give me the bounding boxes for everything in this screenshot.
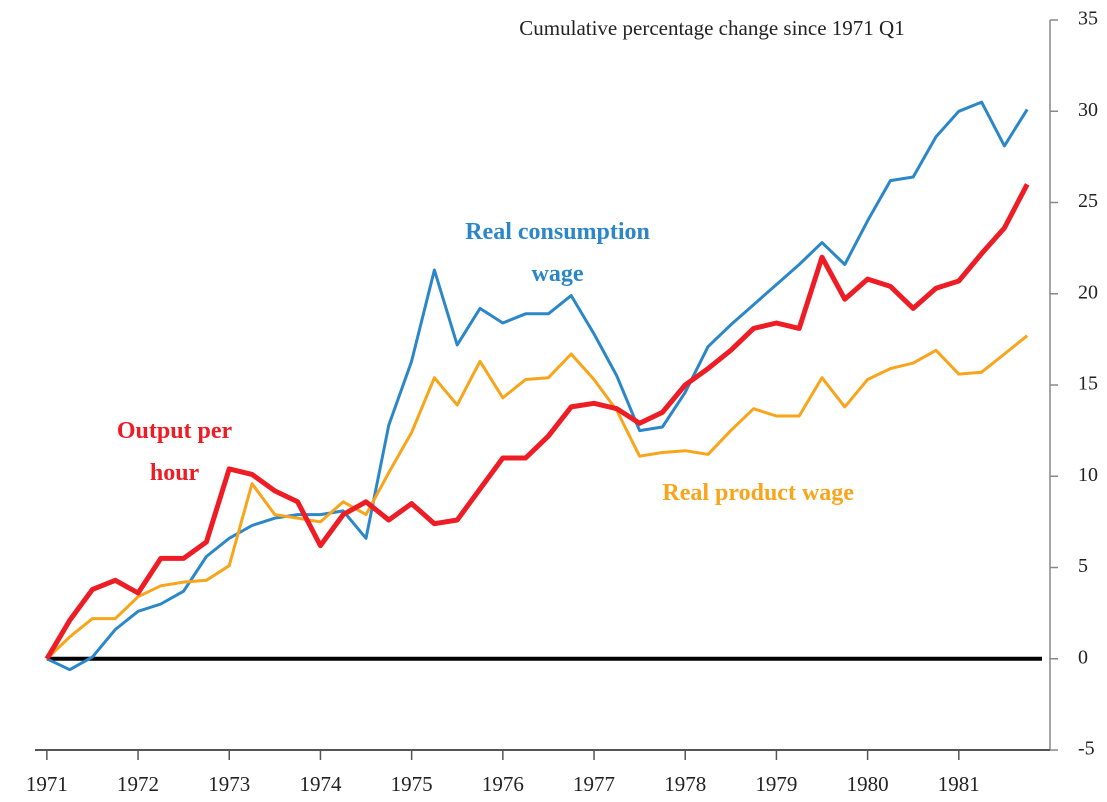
x-tick-label: 1978 [664, 772, 706, 796]
y-tick-label: -5 [1078, 738, 1095, 760]
y-tick-label: 5 [1078, 555, 1088, 577]
x-tick-label: 1975 [391, 772, 433, 796]
annotation: Real consumption [465, 219, 650, 245]
y-tick-label: 35 [1078, 8, 1098, 30]
annotation: Output per [117, 418, 233, 444]
y-tick-label: 10 [1078, 464, 1098, 486]
x-tick-label: 1980 [847, 772, 889, 796]
series-line [45, 334, 1029, 660]
x-tick-label: 1977 [573, 772, 615, 796]
x-tick-label: 1979 [755, 772, 797, 796]
x-tick-label: 1976 [482, 772, 524, 796]
y-tick-label: 20 [1078, 281, 1098, 303]
y-tick-label: 15 [1078, 373, 1098, 395]
annotation: hour [150, 460, 200, 486]
x-tick-label: 1973 [208, 772, 250, 796]
y-tick-label: 30 [1078, 99, 1098, 121]
x-tick-label: 1972 [117, 772, 159, 796]
y-tick-label: 0 [1078, 646, 1088, 668]
series-line [44, 183, 1030, 661]
series-line [46, 100, 1029, 672]
x-tick-label: 1981 [938, 772, 980, 796]
chart-title: Cumulative percentage change since 1971 … [519, 16, 904, 40]
x-tick-label: 1971 [26, 772, 68, 796]
annotation: Real product wage [662, 480, 854, 506]
x-tick-label: 1974 [299, 772, 342, 796]
annotation: wage [532, 261, 584, 287]
y-tick-label: 25 [1078, 190, 1098, 212]
